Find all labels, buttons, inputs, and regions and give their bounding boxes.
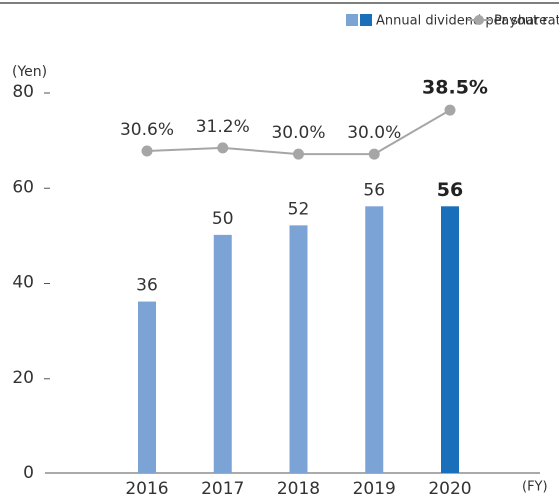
payout-value-label: 30.0%	[347, 123, 401, 143]
bar	[138, 301, 156, 473]
y-tick-label: 0	[23, 463, 34, 483]
payout-value-label: 31.2%	[196, 117, 250, 137]
bar-value-label: 56	[437, 179, 463, 201]
legend-swatch	[346, 14, 358, 26]
payout-value-label: 38.5%	[422, 77, 488, 99]
payout-value-label: 30.0%	[271, 123, 325, 143]
x-tick-label: 2017	[201, 479, 244, 497]
payout-value-label: 30.6%	[120, 120, 174, 140]
bar	[289, 225, 308, 473]
payout-point	[141, 145, 153, 157]
bar-value-label: 36	[136, 276, 158, 296]
legend-label: Payout ratio	[494, 14, 559, 29]
y-tick-label: 60	[12, 177, 34, 197]
y-tick-label: 20	[12, 368, 34, 388]
payout-point	[217, 142, 229, 154]
bar	[365, 206, 384, 474]
y-tick-label: 40	[12, 273, 34, 293]
payout-point	[444, 104, 456, 116]
bar-value-label: 50	[212, 209, 234, 229]
y-axis-label: (Yen)	[12, 64, 47, 80]
bar-value-label: 52	[288, 199, 310, 219]
legend-swatch	[360, 14, 372, 26]
bar	[213, 234, 232, 473]
x-tick-label: 2020	[428, 479, 471, 497]
x-axis-label: (FY)	[522, 480, 548, 495]
bar	[441, 206, 459, 474]
bar-value-label: 56	[363, 180, 385, 200]
legend-label: Annual dividend per share	[376, 14, 547, 29]
y-tick-label: 80	[12, 82, 34, 102]
x-tick-label: 2019	[353, 479, 396, 497]
x-tick-label: 2016	[125, 479, 168, 497]
x-tick-label: 2018	[277, 479, 320, 497]
legend-marker	[474, 15, 484, 25]
payout-point	[293, 148, 304, 160]
payout-point	[368, 148, 380, 160]
